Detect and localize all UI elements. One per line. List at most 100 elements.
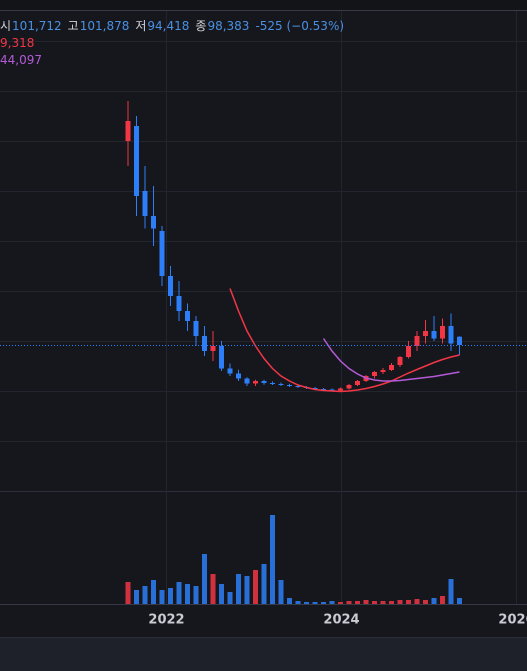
- volume-bar: [372, 601, 377, 604]
- ma-row: 9,318: [0, 35, 350, 52]
- volume-bar: [185, 584, 190, 604]
- volume-bar: [440, 596, 445, 604]
- volume-bar: [261, 564, 267, 604]
- volume-bar: [304, 602, 309, 604]
- volume-bar: [125, 582, 131, 604]
- candle-body: [202, 336, 207, 351]
- ma-line: [229, 288, 460, 393]
- candle-body: [227, 368, 233, 374]
- candle-body: [295, 386, 301, 387]
- ma-row: 44,097: [0, 52, 350, 69]
- candle-body: [125, 121, 131, 141]
- candle-body: [380, 370, 386, 372]
- candle-body: [236, 373, 241, 379]
- candle-body: [389, 365, 394, 370]
- volume-bar: [321, 602, 326, 604]
- ohlc-row: 시101,712 고101,878 저94,418 종98,383 -525 (−0.5…: [0, 18, 350, 35]
- candle-body: [244, 378, 250, 384]
- bottom-bar: [0, 638, 527, 671]
- volume-bar: [457, 598, 462, 604]
- x-tick-label: 2024: [323, 613, 359, 628]
- ohlc-value: 94,418: [147, 19, 190, 33]
- ohlc-value: 101,878: [79, 19, 130, 33]
- candle-body: [448, 326, 454, 344]
- volume-bar: [380, 601, 386, 604]
- candle-body: [210, 346, 216, 351]
- volume-bar: [244, 576, 250, 604]
- volume-bar: [287, 598, 292, 604]
- candle-body: [457, 336, 462, 346]
- x-tick-label: 2026: [498, 613, 527, 628]
- candle-body: [338, 388, 343, 391]
- volume-bar: [406, 600, 411, 604]
- volume-bar: [389, 601, 394, 604]
- candle-body: [168, 276, 173, 296]
- candle-body: [372, 372, 377, 376]
- candle-body: [185, 311, 190, 321]
- candle-body: [278, 384, 284, 385]
- volume-bar: [431, 598, 437, 604]
- volume-bar: [423, 600, 428, 604]
- volume-bar: [448, 579, 454, 604]
- ma-value: 9,318: [0, 36, 35, 50]
- candle-body: [346, 385, 352, 389]
- candle-body: [397, 357, 403, 365]
- candle-body: [321, 389, 326, 390]
- candle-body: [414, 336, 420, 346]
- volume-bar: [193, 586, 199, 604]
- x-tick-label: 2022: [148, 613, 184, 628]
- ohlc-label: 고: [67, 19, 79, 33]
- candle-body: [423, 331, 428, 336]
- volume-bar: [338, 602, 343, 604]
- candle-body: [176, 296, 182, 311]
- volume-bar: [346, 601, 352, 604]
- candle-body: [329, 389, 335, 391]
- volume-bar: [210, 574, 216, 604]
- change: -525 (−0.53%): [255, 19, 345, 33]
- volume-bar: [355, 601, 360, 604]
- candle-body: [355, 381, 360, 385]
- ma-rows: 9,318 44,097: [0, 35, 350, 69]
- candle-body: [219, 346, 224, 369]
- volume-bar: [363, 600, 369, 604]
- volume-bar: [142, 586, 148, 604]
- volume-bar: [151, 580, 156, 604]
- volume-bar: [278, 580, 284, 604]
- volume-bar: [253, 570, 258, 604]
- volume-bar: [270, 515, 275, 604]
- volume-bar: [227, 592, 233, 604]
- top-strip: [0, 0, 527, 10]
- ma-line: [322, 338, 460, 382]
- candle-body: [287, 385, 292, 386]
- volume-bar: [159, 590, 165, 604]
- volume-bar: [295, 601, 301, 604]
- volume-bar: [312, 602, 318, 604]
- volume-bar: [397, 600, 403, 604]
- candle-body: [431, 331, 437, 339]
- ma-value: 44,097: [0, 53, 42, 67]
- candle-body: [253, 381, 258, 384]
- ohlc-value: 101,712: [12, 19, 62, 33]
- volume-bar: [414, 599, 420, 604]
- volume-bar: [176, 582, 182, 604]
- legend: 시101,712 고101,878 저94,418 종98,383 -525 (−0.5…: [0, 18, 350, 69]
- candle-body: [312, 388, 318, 389]
- candle-body: [193, 321, 199, 336]
- candle-body: [440, 326, 445, 339]
- volume-bar: [134, 590, 139, 604]
- candle-body: [142, 191, 148, 216]
- candle-body: [270, 383, 275, 384]
- ohlc-label: 저: [135, 19, 147, 33]
- candle-body: [151, 216, 156, 229]
- volume-bar: [202, 554, 207, 604]
- candle-body: [261, 381, 267, 383]
- volume-bar: [236, 574, 241, 604]
- ohlc-value: 98,383: [207, 19, 250, 33]
- candle-body: [134, 126, 139, 196]
- ohlc-label: 시: [0, 19, 12, 33]
- candle-body: [406, 346, 411, 357]
- volume-bar: [219, 584, 224, 604]
- ohlc-label: 종: [195, 19, 207, 33]
